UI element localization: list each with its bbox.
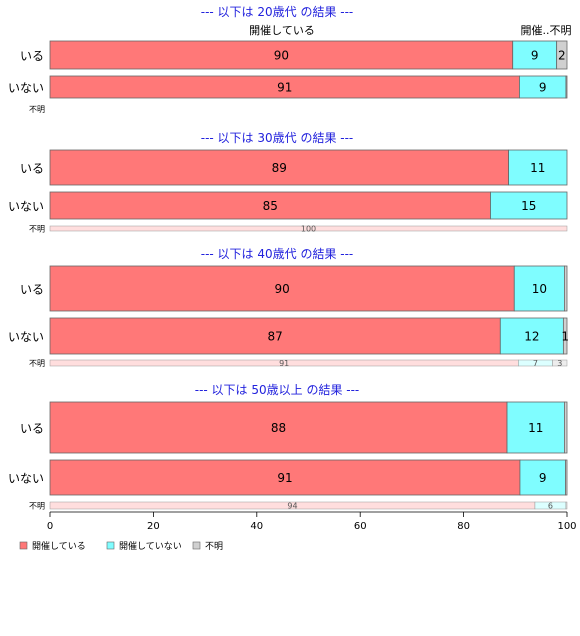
data-label: 100 <box>301 225 316 234</box>
bar-segment <box>565 459 568 496</box>
panel-title: --- 以下は 40歳代 の結果 --- <box>201 247 354 261</box>
data-label: 7 <box>533 359 538 368</box>
bar-segment <box>519 459 566 496</box>
data-label: 88 <box>271 421 286 435</box>
bar-segment <box>512 40 558 70</box>
category-label: いない <box>8 81 44 95</box>
bar-segment <box>49 317 501 355</box>
data-label: 9 <box>539 81 547 95</box>
legend-swatch <box>192 541 201 550</box>
x-tick-label: 40 <box>250 521 263 532</box>
data-label: 1 <box>561 330 569 344</box>
legend-swatch <box>106 541 115 550</box>
bar-segment <box>564 401 568 454</box>
data-label: 91 <box>277 471 292 485</box>
bar-segment <box>49 40 514 70</box>
x-tick-label: 0 <box>47 521 53 532</box>
data-label: 9 <box>531 49 539 63</box>
legend-label: 開催している <box>32 540 86 552</box>
x-tick-label: 20 <box>147 521 160 532</box>
bar-segment <box>564 265 568 312</box>
category-label: 不明 <box>29 502 45 511</box>
bar-segment <box>552 359 568 367</box>
category-label: 不明 <box>29 359 45 368</box>
data-label: 9 <box>539 471 547 485</box>
bar-segment <box>49 191 491 220</box>
x-tick-label: 60 <box>354 521 367 532</box>
category-label: いない <box>8 330 44 344</box>
header-label-held: 開催している <box>249 23 315 37</box>
bar-segment <box>565 501 568 510</box>
data-label: 89 <box>272 161 287 175</box>
data-label: 90 <box>274 49 289 63</box>
data-label: 11 <box>528 421 543 435</box>
data-label: 2 <box>558 49 566 63</box>
x-tick-label: 100 <box>557 521 576 532</box>
bar-segment <box>513 265 565 312</box>
header-label-other: 開催..不明 <box>521 23 572 37</box>
data-label: 10 <box>532 282 547 296</box>
data-label: 87 <box>268 330 283 344</box>
legend-swatch <box>19 541 28 550</box>
category-label: いない <box>8 472 44 486</box>
bar-segment <box>49 401 508 454</box>
x-tick-label: 80 <box>457 521 470 532</box>
bar-segment <box>499 317 564 355</box>
data-label: 6 <box>548 502 553 511</box>
legend-label: 不明 <box>205 541 223 552</box>
legend-label: 開催していない <box>119 540 182 552</box>
bar-segment <box>508 149 568 186</box>
bar-segment <box>49 459 521 496</box>
bar-segment <box>565 75 568 99</box>
panel-title: --- 以下は 50歳以上 の結果 --- <box>195 383 360 397</box>
data-label: 15 <box>521 199 536 213</box>
data-label: 90 <box>274 282 289 296</box>
bar-segment <box>562 317 568 355</box>
bar-segment <box>49 149 509 186</box>
category-label: 不明 <box>29 225 45 234</box>
data-label: 91 <box>279 359 289 368</box>
panel-title: --- 以下は 20歳代 の結果 --- <box>201 5 354 19</box>
bar-segment <box>490 191 568 220</box>
data-label: 3 <box>557 359 562 368</box>
bar-segment <box>49 225 568 232</box>
data-label: 91 <box>277 81 292 95</box>
category-label: いる <box>20 49 44 63</box>
bar-segment <box>506 401 565 454</box>
category-label: いる <box>20 283 44 297</box>
data-label: 11 <box>530 161 545 175</box>
category-label: いる <box>20 422 44 436</box>
panel-title: --- 以下は 30歳代 の結果 --- <box>201 131 354 145</box>
data-label: 12 <box>524 330 539 344</box>
bar-segment <box>556 40 568 70</box>
data-label: 94 <box>287 502 297 511</box>
category-label: いる <box>20 162 44 176</box>
category-label: 不明 <box>29 105 45 114</box>
category-label: いない <box>8 200 44 214</box>
data-label: 85 <box>263 199 278 213</box>
